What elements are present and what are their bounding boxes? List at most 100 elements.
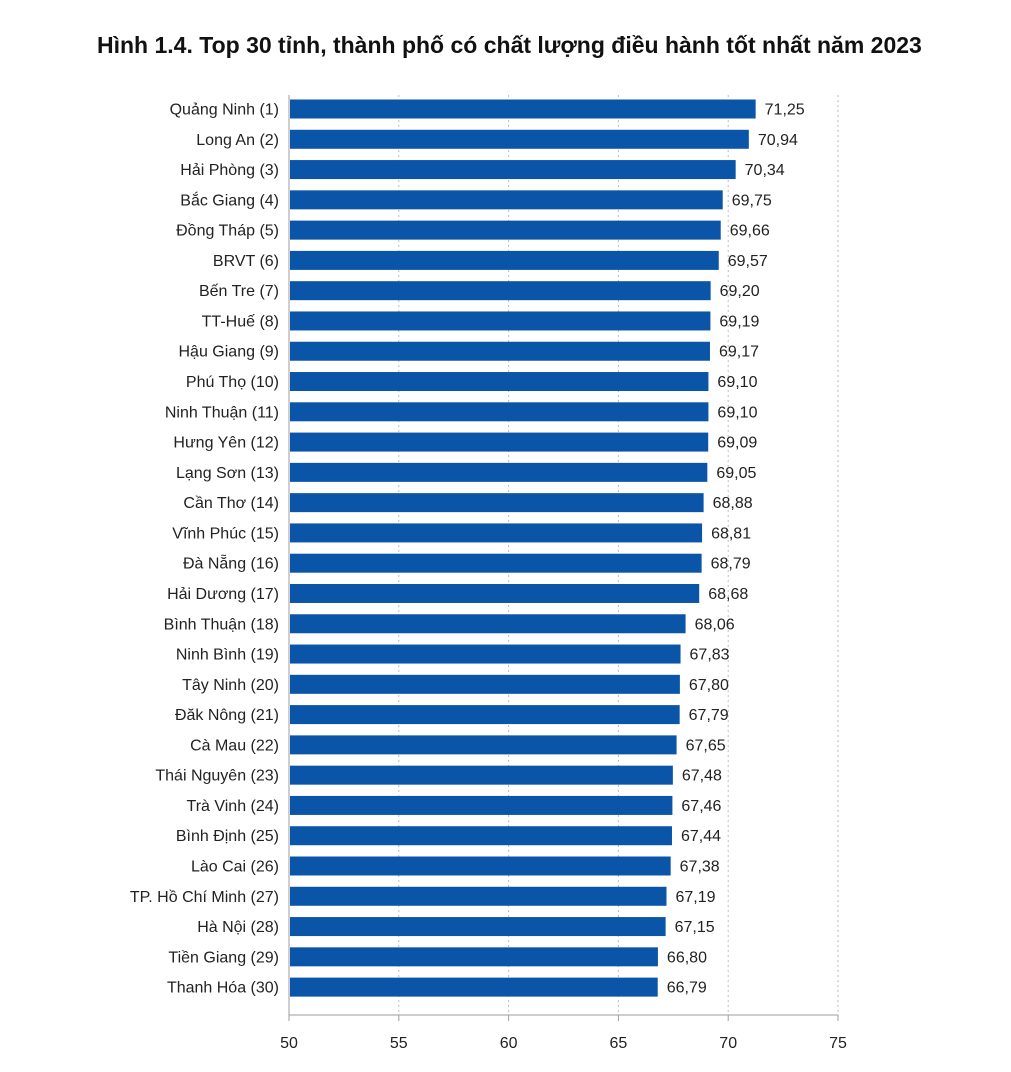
bar [290,129,749,149]
value-label: 67,44 [681,828,721,845]
value-label: 67,46 [681,798,721,815]
bar [290,735,677,755]
bar [290,583,700,603]
bar [290,886,667,906]
category-label: Thanh Hóa (30) [167,980,279,997]
category-label: Tây Ninh (20) [182,677,279,694]
x-tick-label: 60 [500,1035,518,1052]
value-label: 67,79 [689,707,729,724]
x-tick-label: 70 [719,1035,737,1052]
bar [290,917,666,937]
category-label: Tiền Giang (29) [168,949,279,966]
bar [290,341,710,361]
category-label: Long An (2) [196,132,279,149]
bar [290,99,756,119]
chart-title: Hình 1.4. Top 30 tỉnh, thành phố có chất… [97,32,922,58]
value-label: 68,88 [713,495,753,512]
bar [290,856,671,876]
bar [290,190,723,210]
bar [290,977,658,997]
category-label: Bình Định (25) [176,828,279,845]
category-label: BRVT (6) [213,253,279,270]
category-label: Hải Phòng (3) [180,162,279,179]
bar [290,160,736,180]
value-label: 69,57 [728,253,768,270]
value-label: 70,34 [745,162,785,179]
category-label: Ninh Thuận (11) [165,404,279,421]
value-label: 69,75 [732,192,772,209]
bar [290,493,704,513]
axes: 50 55 60 65 70 75 [280,95,847,1052]
category-label: Hậu Giang (9) [179,344,280,361]
category-label: Trà Vinh (24) [187,798,279,815]
bar [290,795,673,815]
x-tick-label: 75 [829,1035,847,1052]
bar [290,705,680,725]
category-label: Bình Thuận (18) [164,616,279,633]
bar [290,432,709,452]
value-label: 69,66 [730,223,770,240]
value-label: 67,83 [690,647,730,664]
bar [290,311,711,331]
value-label: 69,05 [716,465,756,482]
category-label: Bến Tre (7) [199,283,279,300]
category-label: Lạng Sơn (13) [176,465,279,482]
bars [290,99,756,997]
value-label: 69,17 [719,344,759,361]
category-label: TP. Hồ Chí Minh (27) [130,889,279,906]
category-label: Lào Cai (26) [191,859,279,876]
bar [290,281,711,301]
bar [290,523,703,543]
value-label: 68,81 [711,525,751,542]
bar [290,826,672,846]
bar [290,372,709,392]
value-label: 68,79 [711,556,751,573]
category-label: Cần Thơ (14) [183,495,279,512]
bar [290,947,658,967]
value-label: 67,38 [680,859,720,876]
category-label: TT-Huế (8) [202,313,279,330]
category-label: Ninh Bình (19) [176,647,279,664]
category-label: Hưng Yên (12) [173,435,279,452]
bar [290,462,708,482]
category-label: Bắc Giang (4) [180,190,279,209]
bar [290,765,673,785]
bar [290,402,709,422]
value-label: 66,79 [667,980,707,997]
value-label: 71,25 [765,102,805,119]
category-label: Đà Nẵng (16) [183,554,279,573]
value-label: 69,10 [717,404,757,421]
bar [290,644,681,664]
value-label: 69,10 [717,374,757,391]
value-label: 68,68 [708,586,748,603]
labels: Quảng Ninh (1) 71,25 Long An (2) 70,94 Hải P… [130,102,805,997]
category-label: Thái Nguyên (23) [155,768,279,785]
value-label: 69,19 [719,313,759,330]
category-label: Vĩnh Phúc (15) [172,525,279,542]
value-label: 70,94 [758,132,798,149]
value-label: 66,80 [667,949,707,966]
bar [290,250,719,270]
category-label: Cà Mau (22) [190,737,279,754]
bar [290,553,702,573]
value-label: 67,48 [682,768,722,785]
value-label: 67,15 [675,919,715,936]
category-label: Hải Dương (17) [167,586,279,603]
category-label: Phú Thọ (10) [186,374,279,391]
value-label: 69,09 [717,435,757,452]
category-label: Hà Nội (28) [197,919,279,936]
value-label: 68,06 [695,616,735,633]
value-label: 67,19 [675,889,715,906]
x-tick-label: 50 [280,1035,298,1052]
value-label: 67,80 [689,677,729,694]
x-tick-label: 55 [390,1035,408,1052]
category-label: Đồng Tháp (5) [176,223,279,240]
bar [290,220,721,240]
bar [290,674,680,694]
bar [290,614,686,634]
x-tick-label: 65 [610,1035,628,1052]
value-label: 67,65 [686,737,726,754]
value-label: 69,20 [720,283,760,300]
category-label: Đăk Nông (21) [175,707,279,724]
